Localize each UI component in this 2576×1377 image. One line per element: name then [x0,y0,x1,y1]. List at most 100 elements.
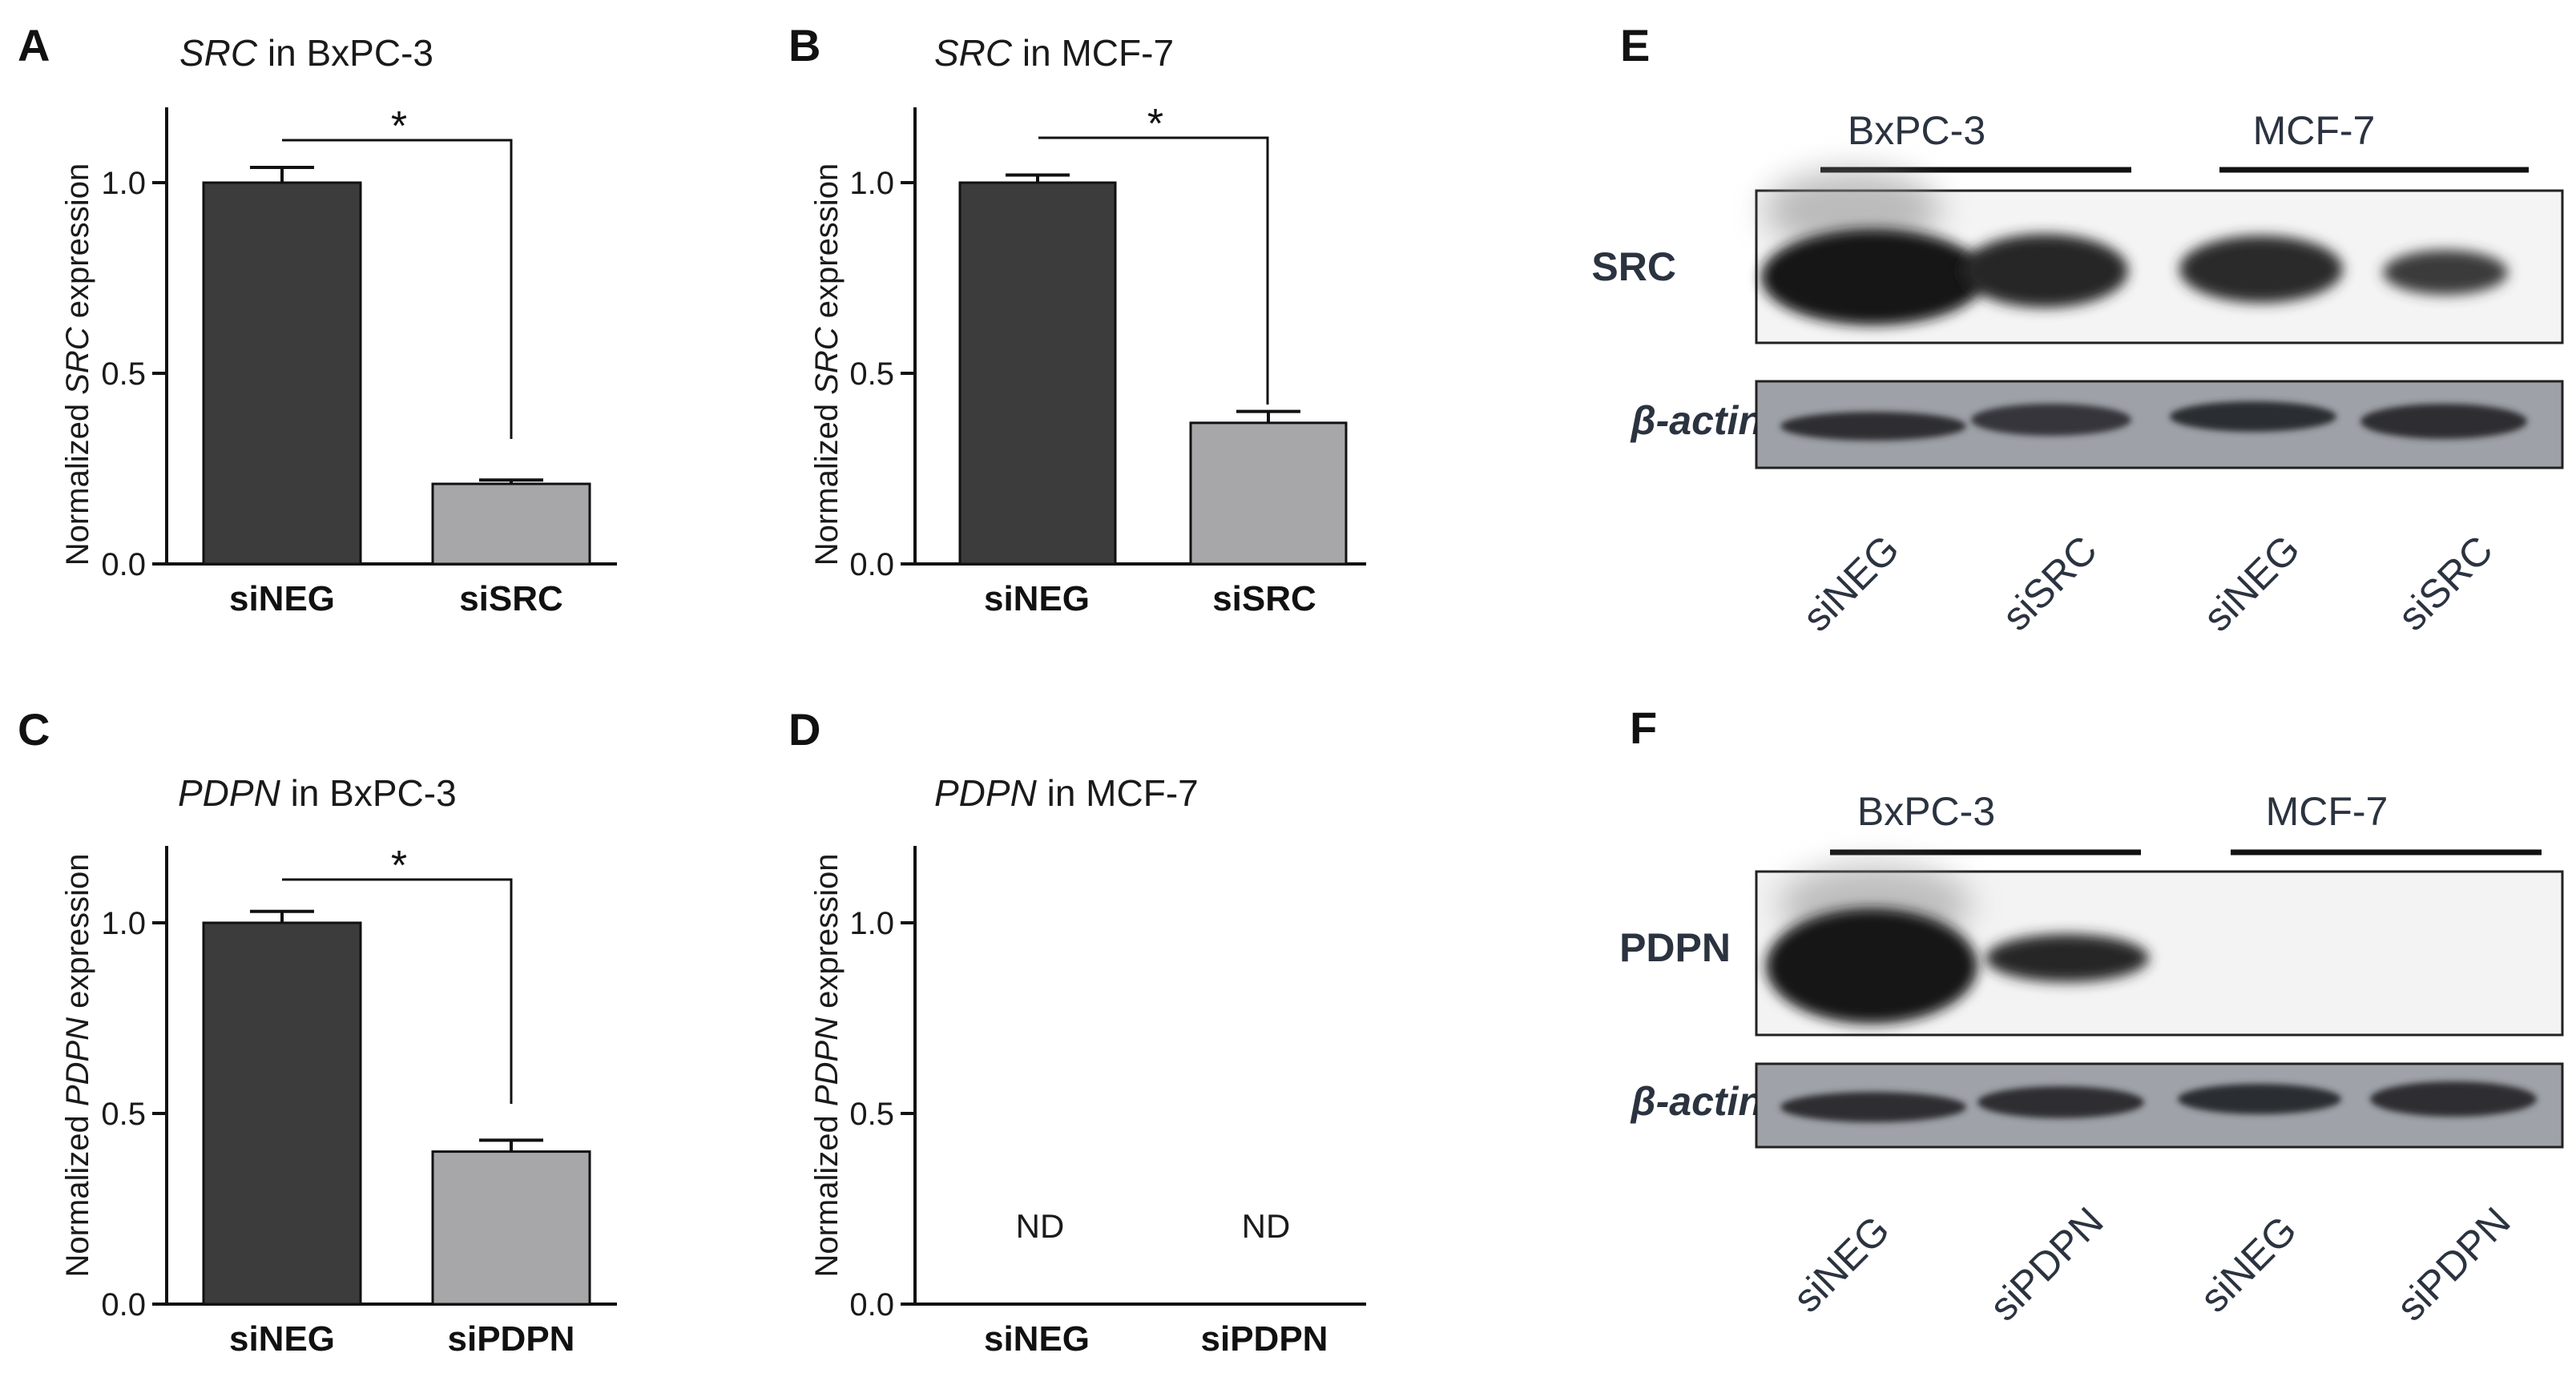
bar-b-sisrc [1189,421,1348,566]
protein-label-e-src: SRC [1591,244,1676,289]
band-f-pdpn-lane-1 [1766,908,1977,1024]
loading-control-label-e: β-actin [1630,398,1763,443]
cell-line-label-e-bxpc3: BxPC-3 [1848,108,1985,153]
lane-label-f-3: siNEG [2191,1207,2305,1321]
panel-c: C PDPN in BxPC-3 Normalized PDPN express… [18,704,617,1359]
band-e-actin-lane-1 [1780,412,1966,441]
not-detected-label-d-1: ND [1242,1207,1291,1245]
lane-label-f-2: siPDPN [1981,1198,2111,1329]
x-tick-label-a-1: siSRC [459,579,563,618]
y-tick-label-b-0: 0.0 [849,547,894,582]
y-tick-label-d-0: 0.0 [849,1287,894,1323]
chart-title-b: SRC in MCF-7 [934,32,1174,74]
bar-b-sineg [958,181,1117,566]
y-tick-label-d-2: 1.0 [849,906,894,941]
error-bar-a-sisrc [479,478,543,485]
panel-label-c: C [18,704,50,755]
x-tick-label-d-1: siPDPN [1201,1319,1328,1359]
chart-title-d: PDPN in MCF-7 [934,772,1199,814]
panel-label-d: D [788,704,820,755]
y-axis-label-pre-a: Normalized [60,395,95,566]
x-tick-label-c-1: siPDPN [448,1319,575,1359]
chart-title-a: SRC in BxPC-3 [179,32,433,74]
band-f-pdpn-lane-2 [1985,934,2149,982]
error-bar-c-sineg [250,909,314,923]
blot-membrane-e-src [1755,170,2564,344]
x-tick-label-b-1: siSRC [1212,579,1316,618]
error-bar-b-sineg [1006,173,1070,183]
chart-title-rest-b: in MCF-7 [1012,32,1174,74]
band-e-src-lane-3 [2179,236,2343,303]
y-axis-label-pre-d: Normalized [809,1106,845,1277]
y-axis-label-post-a: expression [60,163,95,328]
cell-line-label-f-bxpc3: BxPC-3 [1857,789,1995,834]
chart-title-rest-a: in BxPC-3 [257,32,433,74]
x-tick-label-c-0: siNEG [229,1319,335,1359]
panel-label-b: B [788,20,820,70]
significance-bracket-a [282,139,513,439]
significance-star-b: * [1147,101,1163,147]
band-e-actin-lane-2 [1971,404,2131,436]
y-axis-label-post-d: expression [809,853,845,1017]
cell-line-label-e-mcf7: MCF-7 [2253,108,2376,153]
panel-b: B SRC in MCF-7 Normalized SRC expression… [788,20,1366,618]
y-tick-label-b-2: 1.0 [849,166,894,201]
y-tick-label-c-0: 0.0 [101,1287,146,1323]
y-axis-label-gene-a: SRC [60,326,95,395]
bar-c-sineg [202,921,362,1306]
panel-label-e: E [1620,20,1650,70]
blot-membrane-f-actin [1755,1062,2564,1149]
significance-star-c: * [391,843,407,889]
cell-line-label-f-mcf7: MCF-7 [2266,789,2389,834]
bar-c-sipdpn [431,1150,591,1306]
y-tick-label-c-1: 0.5 [101,1097,146,1132]
panel-a: A SRC in BxPC-3 Normalized SRC expressio… [18,20,617,618]
y-tick-label-a-2: 1.0 [101,166,146,201]
y-axis-label-post-b: expression [809,163,845,328]
chart-title-gene-c: PDPN [178,772,281,814]
y-tick-label-b-1: 0.5 [849,356,894,392]
panel-label-f: F [1630,703,1657,753]
band-smear-e-1 [1764,170,1941,250]
error-bar-c-sipdpn [479,1138,543,1152]
lane-label-e-3: siNEG [2195,526,2308,640]
chart-title-rest-c: in BxPC-3 [280,772,457,814]
band-e-src-lane-1 [1761,229,1985,325]
lane-label-f-1: siNEG [1784,1207,1898,1321]
y-axis-label-gene-c: PDPN [60,1017,95,1106]
lane-label-e-1: siNEG [1794,526,1908,640]
x-tick-label-a-0: siNEG [229,579,335,618]
significance-star-a: * [391,103,407,150]
lane-label-e-2: siSRC [1993,527,2106,639]
blot-membrane-f-pdpn [1755,864,2564,1037]
x-tick-label-d-0: siNEG [984,1319,1090,1359]
band-e-actin-lane-3 [2170,401,2336,432]
panel-f: F BxPC-3 MCF-7 PDPN β-actin siNEG siPDPN… [1619,703,2564,1330]
band-f-actin-lane-4 [2370,1081,2537,1117]
protein-label-f-pdpn: PDPN [1619,925,1731,970]
y-axis-label-a: Normalized SRC expression [60,163,95,566]
band-e-src-lane-4 [2383,250,2508,295]
y-axis-label-gene-d: PDPN [809,1017,845,1106]
chart-title-c: PDPN in BxPC-3 [178,772,457,814]
panel-d: D PDPN in MCF-7 Normalized PDPN expressi… [788,704,1366,1359]
not-detected-label-d-0: ND [1016,1207,1065,1245]
band-f-actin-lane-1 [1780,1092,1966,1122]
y-tick-label-c-2: 1.0 [101,906,146,941]
blot-membrane-e-actin [1755,380,2564,469]
bar-a-sisrc [431,482,591,566]
y-tick-label-a-1: 0.5 [101,356,146,392]
band-f-actin-lane-2 [1977,1086,2144,1118]
lane-label-e-4: siSRC [2389,527,2501,639]
y-axis-label-c: Normalized PDPN expression [60,853,95,1277]
significance-bracket-c [282,878,513,1104]
error-bar-a-sineg [250,165,314,183]
y-axis-label-post-c: expression [60,853,95,1017]
y-tick-label-a-0: 0.0 [101,547,146,582]
significance-bracket-b [1038,136,1269,405]
chart-title-rest-d: in MCF-7 [1037,772,1199,814]
y-axis-label-d: Normalized PDPN expression [809,853,845,1277]
y-axis-label-pre-b: Normalized [809,395,845,566]
loading-control-label-f: β-actin [1630,1079,1763,1124]
lane-label-f-4: siPDPN [2388,1198,2518,1329]
